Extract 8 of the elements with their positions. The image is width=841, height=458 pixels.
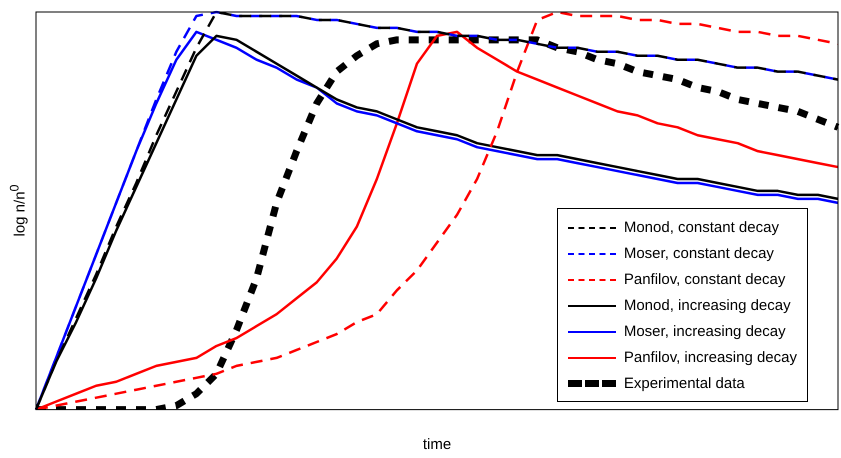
legend-label: Moser, increasing decay [624, 323, 786, 340]
x-axis-title: time [422, 436, 452, 454]
legend-label: Panfilov, constant decay [624, 271, 786, 288]
legend-label: Panfilov, increasing decay [624, 349, 797, 366]
legend-label: Experimental data [624, 375, 745, 392]
legend-label: Moser, constant decay [624, 245, 774, 262]
legend-label: Monod, increasing decay [624, 297, 791, 314]
legend-label: Monod, constant decay [624, 219, 779, 236]
